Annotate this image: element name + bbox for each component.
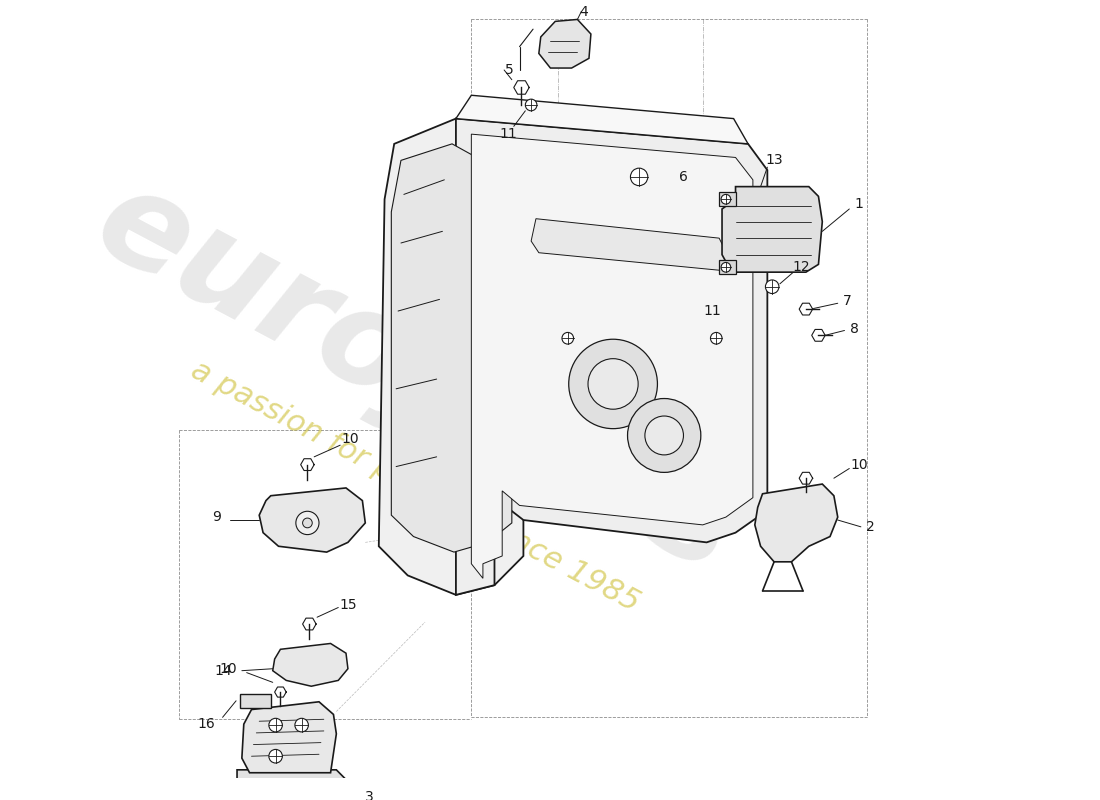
Circle shape — [562, 333, 573, 344]
Text: 14: 14 — [214, 664, 232, 678]
Circle shape — [526, 99, 537, 111]
Circle shape — [627, 398, 701, 472]
Text: 11: 11 — [499, 127, 517, 141]
Polygon shape — [242, 702, 337, 773]
Polygon shape — [722, 186, 823, 272]
Text: 10: 10 — [341, 432, 359, 446]
Circle shape — [569, 339, 658, 429]
Circle shape — [268, 750, 283, 763]
Polygon shape — [719, 193, 736, 206]
Polygon shape — [275, 687, 286, 697]
Text: 8: 8 — [849, 322, 859, 335]
Text: a passion for porsche since 1985: a passion for porsche since 1985 — [186, 355, 645, 617]
Polygon shape — [471, 134, 752, 578]
Circle shape — [630, 168, 648, 186]
Text: 6: 6 — [679, 170, 688, 184]
Circle shape — [766, 280, 779, 294]
Circle shape — [711, 333, 722, 344]
Circle shape — [302, 518, 312, 528]
Text: 2: 2 — [866, 520, 874, 534]
Polygon shape — [455, 95, 748, 144]
Text: 3: 3 — [365, 790, 374, 800]
Circle shape — [588, 358, 638, 410]
Text: 13: 13 — [766, 154, 783, 167]
Circle shape — [645, 416, 683, 455]
Polygon shape — [273, 643, 348, 686]
Polygon shape — [302, 618, 316, 630]
Polygon shape — [260, 488, 365, 552]
Polygon shape — [719, 261, 736, 274]
Polygon shape — [240, 694, 271, 708]
Polygon shape — [531, 218, 729, 270]
Polygon shape — [800, 472, 813, 484]
Polygon shape — [300, 458, 315, 470]
Text: 10: 10 — [850, 458, 868, 472]
Text: 7: 7 — [843, 294, 851, 308]
Text: 9: 9 — [212, 510, 221, 524]
Polygon shape — [378, 118, 524, 595]
Circle shape — [722, 262, 730, 272]
Text: 16: 16 — [197, 717, 215, 731]
Text: 15: 15 — [339, 598, 356, 611]
Polygon shape — [812, 330, 825, 342]
Text: 10: 10 — [219, 662, 236, 676]
Circle shape — [295, 718, 308, 732]
Polygon shape — [755, 484, 838, 562]
Circle shape — [722, 194, 730, 204]
Polygon shape — [236, 770, 346, 800]
Text: eurojetes: eurojetes — [74, 157, 757, 602]
Polygon shape — [539, 19, 591, 68]
Text: 4: 4 — [580, 5, 588, 18]
Circle shape — [296, 511, 319, 534]
Polygon shape — [392, 144, 512, 552]
Text: 12: 12 — [792, 260, 810, 274]
Text: 1: 1 — [855, 197, 864, 211]
Text: 11: 11 — [704, 304, 722, 318]
Circle shape — [268, 718, 283, 732]
Polygon shape — [455, 118, 768, 595]
Polygon shape — [800, 303, 813, 315]
Polygon shape — [514, 81, 529, 94]
Text: 5: 5 — [505, 63, 514, 77]
